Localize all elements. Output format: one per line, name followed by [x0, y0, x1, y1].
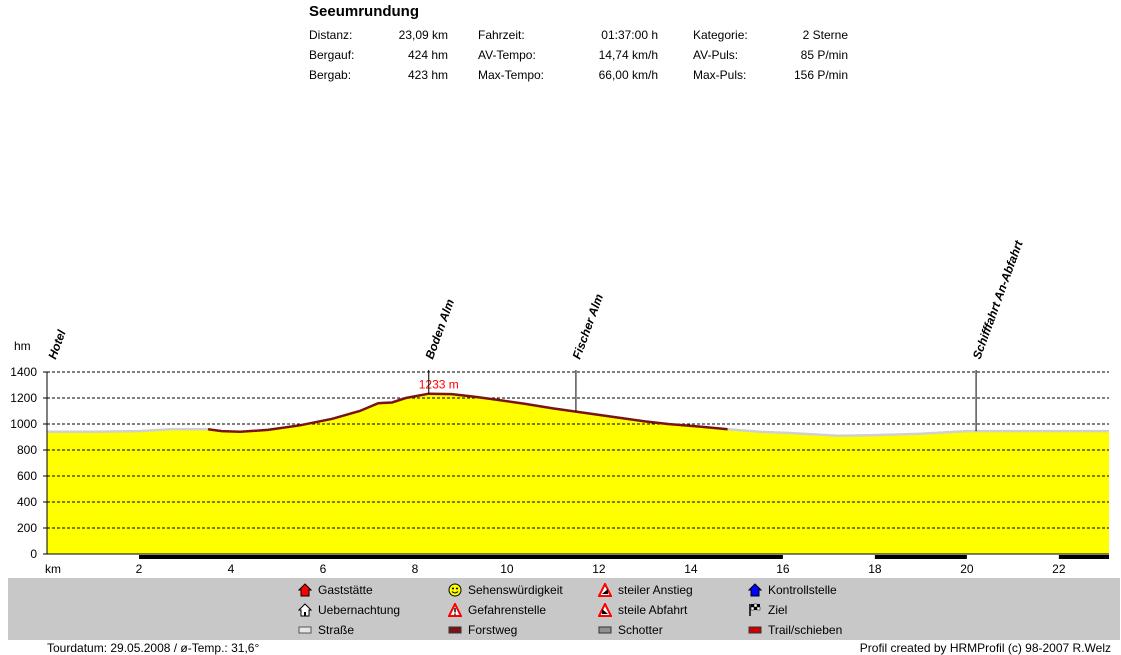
legend-item-steep-descent: steile Abfahrt	[598, 603, 687, 617]
legend-item-checkpoint: Kontrollstelle	[748, 583, 837, 597]
y-tick-label: 400	[17, 495, 37, 509]
steep-climb-icon	[598, 583, 612, 597]
warning-icon	[448, 603, 462, 617]
legend-item-sight: Sehenswürdigkeit	[448, 583, 563, 597]
x-axis-label: km	[45, 562, 61, 576]
checkpoint-icon	[748, 583, 762, 597]
legend-item-finish: Ziel	[748, 603, 787, 617]
x-tick-label: 4	[228, 562, 235, 576]
trail-swatch-icon	[748, 626, 762, 634]
stat-value: 23,09 km	[398, 28, 448, 42]
gasthouse-icon	[298, 583, 312, 597]
stat-value: 2 Sterne	[802, 28, 848, 42]
legend-item-trail: Trail/schieben	[748, 623, 842, 637]
legend-label: Gaststätte	[318, 583, 373, 597]
waypoint-label: Boden Alm	[422, 297, 457, 361]
elevation-profile-chart: hm km 0 200 400 600 800 1000 1200 1400 2 4 6 8 10 12 1…	[10, 238, 1109, 576]
stat-value: 66,00 km/h	[598, 68, 658, 82]
road-swatch-icon	[298, 626, 312, 634]
gravel-swatch-icon	[598, 626, 612, 634]
smiley-icon	[448, 583, 462, 597]
stat-value: 424 hm	[407, 48, 448, 62]
legend-label: Straße	[318, 623, 355, 637]
stat-value: 01:37:00 h	[601, 28, 658, 42]
stat-value: 14,74 km/h	[598, 48, 658, 62]
legend-label: Trail/schieben	[768, 623, 843, 637]
x-tick-label: 10	[500, 562, 514, 576]
credits-footer: Profil created by HRMProfil (c) 98-2007 …	[859, 641, 1111, 655]
legend-item-road: Straße	[298, 623, 354, 637]
x-tick-label: 22	[1052, 562, 1066, 576]
legend-item-gasthouse: Gaststätte	[298, 583, 373, 597]
legend-label: Ziel	[768, 603, 788, 617]
x-tick-label: 20	[960, 562, 974, 576]
y-tick-label: 200	[17, 521, 37, 535]
y-tick-label: 600	[17, 469, 37, 483]
surface-segment	[47, 427, 208, 434]
x-tick-label: 6	[320, 562, 327, 576]
legend-label: Gefahrenstelle	[468, 603, 547, 617]
stat-value: 156 P/min	[793, 68, 848, 82]
elevation-area	[47, 393, 1109, 554]
x-tick-label: 16	[776, 562, 790, 576]
stat-label: Max-Puls:	[693, 68, 747, 82]
legend-item-gravel: Schotter	[598, 623, 663, 637]
stat-label: Bergab:	[309, 68, 352, 82]
legend-label: steiler Anstieg	[618, 583, 693, 597]
km-band	[690, 555, 783, 559]
waypoint-label: Schifffahrt An-Abfahrt	[970, 238, 1026, 361]
km-band	[1058, 555, 1109, 559]
y-tick-label: 1000	[10, 417, 37, 431]
stat-label: Kategorie:	[693, 28, 748, 42]
surface-band	[207, 555, 728, 559]
stat-label: Distanz:	[309, 28, 353, 42]
page-title: Seeumrundung	[309, 3, 420, 20]
stat-label: AV-Tempo:	[478, 48, 536, 62]
surface-segment	[727, 427, 1109, 437]
x-tick-label: 18	[868, 562, 882, 576]
x-tick-label: 2	[136, 562, 143, 576]
km-band	[138, 555, 231, 559]
y-tick-label: 0	[30, 547, 37, 561]
km-band	[322, 555, 415, 559]
legend-item-lodging: Uebernachtung	[298, 603, 400, 617]
stat-label: Max-Tempo:	[478, 68, 545, 82]
legend-label: Kontrollstelle	[768, 583, 837, 597]
legend-label: Forstweg	[468, 623, 518, 637]
stat-label: AV-Puls:	[693, 48, 739, 62]
y-tick-label: 800	[17, 443, 37, 457]
y-tick-label: 1200	[10, 391, 37, 405]
x-tick-label: 12	[592, 562, 606, 576]
km-band	[874, 555, 967, 559]
finish-flag-icon	[749, 603, 761, 616]
x-tick-label: 8	[412, 562, 419, 576]
steep-descent-icon	[598, 603, 612, 617]
surface-segment	[207, 392, 728, 434]
legend-item-danger: Gefahrenstelle	[448, 603, 546, 617]
stat-value: 85 P/min	[800, 48, 848, 62]
legend-label: Schotter	[618, 623, 663, 637]
stat-label: Bergauf:	[309, 48, 355, 62]
peak-label: 1233 m	[419, 378, 459, 392]
km-band	[506, 555, 599, 559]
y-tick-label: 1400	[10, 365, 37, 379]
legend-item-steep-climb: steiler Anstieg	[598, 583, 693, 597]
x-tick-label: 14	[684, 562, 698, 576]
forest-road-swatch-icon	[448, 626, 462, 634]
legend-label: steile Abfahrt	[618, 603, 688, 617]
legend-item-forest-road: Forstweg	[448, 623, 517, 637]
tour-date-footer: Tourdatum: 29.05.2008 / ø-Temp.: 31,6°	[47, 641, 260, 655]
stat-label: Fahrzeit:	[478, 28, 525, 42]
y-axis-label: hm	[14, 339, 31, 353]
waypoint-label: Fischer Alm	[570, 292, 607, 361]
legend-label: Uebernachtung	[318, 603, 401, 617]
lodging-icon	[298, 603, 312, 617]
legend-label: Sehenswürdigkeit	[468, 583, 563, 597]
waypoint-label: Hotel	[45, 327, 69, 361]
legend-panel	[8, 578, 1120, 640]
stat-value: 423 hm	[407, 68, 448, 82]
surface-band	[47, 555, 208, 559]
